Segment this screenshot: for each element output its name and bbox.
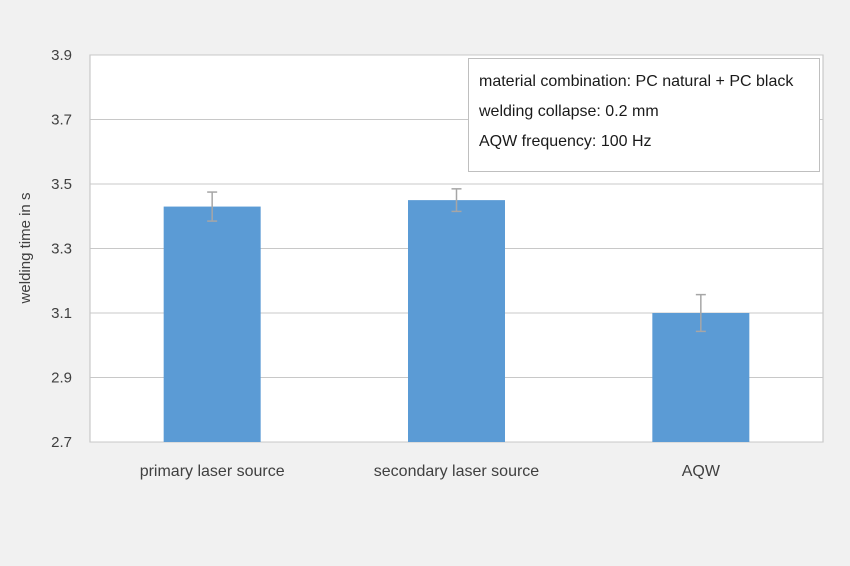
bar	[652, 313, 750, 442]
error-bars	[207, 188, 706, 333]
y-tick-label: 3.5	[51, 176, 72, 193]
y-tick-label: 3.1	[51, 305, 72, 322]
annotation-box: material combination: PC natural + PC bl…	[468, 58, 820, 172]
bar	[408, 200, 505, 442]
bar	[163, 206, 261, 442]
x-category-label: primary laser source	[140, 463, 285, 480]
y-tick-label: 3.3	[51, 241, 72, 258]
annotation-line: AQW frequency: 100 Hz	[479, 133, 652, 150]
annotation-line: material combination: PC natural + PC bl…	[479, 73, 794, 90]
error-bar	[207, 191, 218, 222]
error-bar	[451, 188, 462, 213]
bars	[163, 200, 750, 442]
annotation-line: welding collapse: 0.2 mm	[479, 103, 659, 120]
y-axis-title: welding time in s	[17, 193, 34, 305]
y-tick-labels: 3.9 3.7 3.5 3.3 3.1 2.9 2.7	[51, 47, 72, 451]
y-tick-label: 3.9	[51, 47, 72, 64]
error-bar	[695, 293, 706, 333]
x-category-label: AQW	[682, 463, 721, 480]
y-tick-label: 2.9	[51, 370, 72, 387]
x-category-label: secondary laser source	[374, 463, 540, 480]
category-labels: primary laser source secondary laser sour…	[140, 463, 721, 480]
y-tick-label: 3.7	[51, 112, 72, 129]
y-tick-label: 2.7	[51, 434, 72, 451]
